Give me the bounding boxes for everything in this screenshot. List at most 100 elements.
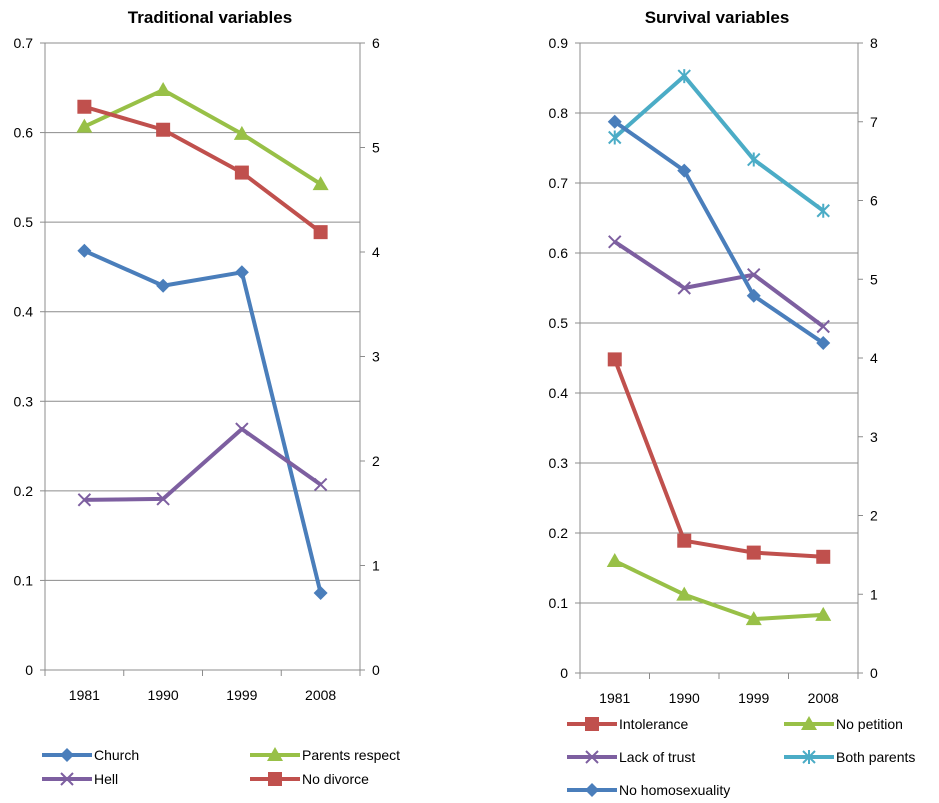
data-point [746, 545, 761, 560]
x-tick-label: 2008 [305, 687, 336, 703]
right-tick-label: 3 [870, 429, 878, 445]
left-tick-label: 0.2 [549, 525, 569, 541]
data-point [235, 422, 249, 436]
legend-label: Both parents [836, 749, 915, 765]
data-point [608, 130, 622, 145]
left-tick-label: 0.6 [14, 125, 34, 141]
left-tick-label: 0.3 [549, 455, 569, 471]
series-line [83, 88, 322, 186]
data-point [677, 281, 691, 295]
right-tick-label: 0 [372, 662, 380, 678]
legend-item: No petition [784, 716, 903, 732]
data-point [677, 69, 691, 84]
legend-label: No homosexuality [619, 782, 730, 798]
data-point [816, 319, 830, 334]
data-point [815, 606, 832, 621]
left-tick-label: 0.1 [549, 595, 569, 611]
data-point [77, 493, 92, 507]
data-point [76, 118, 93, 133]
legend-item: Church [42, 747, 139, 763]
x-tick-label: 1999 [738, 690, 769, 706]
right-tick-label: 7 [870, 114, 878, 130]
data-point [313, 225, 328, 240]
legend-marker [60, 772, 74, 786]
x-tick-label: 2008 [808, 690, 839, 706]
chart-1: Traditional variables 0 0.1 0.2 0.3 0.4 0.5 0.6… [14, 8, 401, 787]
data-point [312, 176, 329, 191]
series-line [84, 427, 322, 502]
data-point [607, 114, 622, 129]
chart-title: Traditional variables [128, 8, 292, 27]
left-tick-label: 0.6 [549, 245, 569, 261]
left-tick-label: 0.2 [14, 483, 34, 499]
right-tick-label: 4 [870, 350, 878, 366]
right-tick-label: 3 [372, 349, 380, 365]
data-point [816, 336, 831, 351]
legend-label: Church [94, 747, 139, 763]
left-tick-label: 0.1 [14, 572, 34, 588]
right-tick-label: 8 [870, 35, 878, 51]
legend-label: Lack of trust [619, 749, 695, 765]
data-point [607, 352, 622, 367]
legend-label: No petition [836, 716, 903, 732]
series-line [612, 358, 824, 559]
x-tick-label: 1999 [226, 687, 257, 703]
x-tick-label: 1981 [599, 690, 630, 706]
legend-marker [268, 772, 282, 786]
data-point [676, 586, 693, 601]
legend-item: Both parents [784, 749, 915, 765]
data-point [816, 203, 830, 218]
legend-label: Hell [94, 771, 118, 787]
series-line [613, 74, 825, 213]
left-tick-label: 0.7 [14, 35, 34, 51]
data-point [313, 585, 328, 600]
left-tick-label: 0.8 [549, 105, 569, 121]
data-point [77, 243, 92, 258]
data-point [816, 549, 831, 564]
data-point [313, 477, 328, 492]
series-line [613, 120, 825, 345]
legend-label: Intolerance [619, 716, 688, 732]
legend-item: Lack of trust [567, 749, 695, 765]
series-line [613, 559, 824, 622]
chart-2: Survival variables 0 0.1 0.2 0.3 0.4 0.5 0.6 0.7… [549, 8, 916, 798]
right-tick-label: 6 [870, 193, 878, 209]
data-point [156, 492, 170, 506]
right-tick-label: 6 [372, 35, 380, 51]
data-point [747, 267, 761, 282]
left-tick-label: 0.4 [549, 385, 569, 401]
series-line [613, 240, 825, 329]
data-point [677, 533, 692, 548]
x-tick-label: 1990 [669, 690, 700, 706]
right-tick-label: 2 [870, 508, 878, 524]
x-tick-label: 1990 [148, 687, 179, 703]
legend-marker [60, 748, 74, 762]
right-tick-label: 2 [372, 453, 380, 469]
data-point [606, 553, 623, 567]
left-tick-label: 0.3 [14, 393, 34, 409]
legend-marker [801, 716, 817, 730]
chart-title: Survival variables [645, 8, 790, 27]
legend-item: No divorce [250, 771, 369, 787]
left-tick-label: 0.9 [549, 35, 569, 51]
left-tick-label: 0.5 [14, 214, 34, 230]
data-point [234, 165, 249, 180]
left-tick-label: 0.5 [549, 315, 569, 331]
legend-item: Parents respect [250, 747, 400, 763]
series-line [83, 104, 322, 234]
data-point [745, 611, 762, 626]
legend-marker [585, 717, 599, 731]
legend-item: Hell [42, 771, 118, 787]
data-point [608, 235, 622, 249]
right-tick-label: 1 [870, 586, 878, 602]
right-tick-label: 4 [372, 244, 380, 260]
x-tick-label: 1981 [69, 687, 100, 703]
left-tick-label: 0.4 [14, 304, 34, 320]
right-tick-label: 5 [372, 140, 380, 156]
data-point [156, 278, 171, 293]
legend-item: No homosexuality [567, 782, 730, 798]
legend-label: No divorce [302, 771, 369, 787]
left-tick-label: 0 [560, 665, 568, 681]
